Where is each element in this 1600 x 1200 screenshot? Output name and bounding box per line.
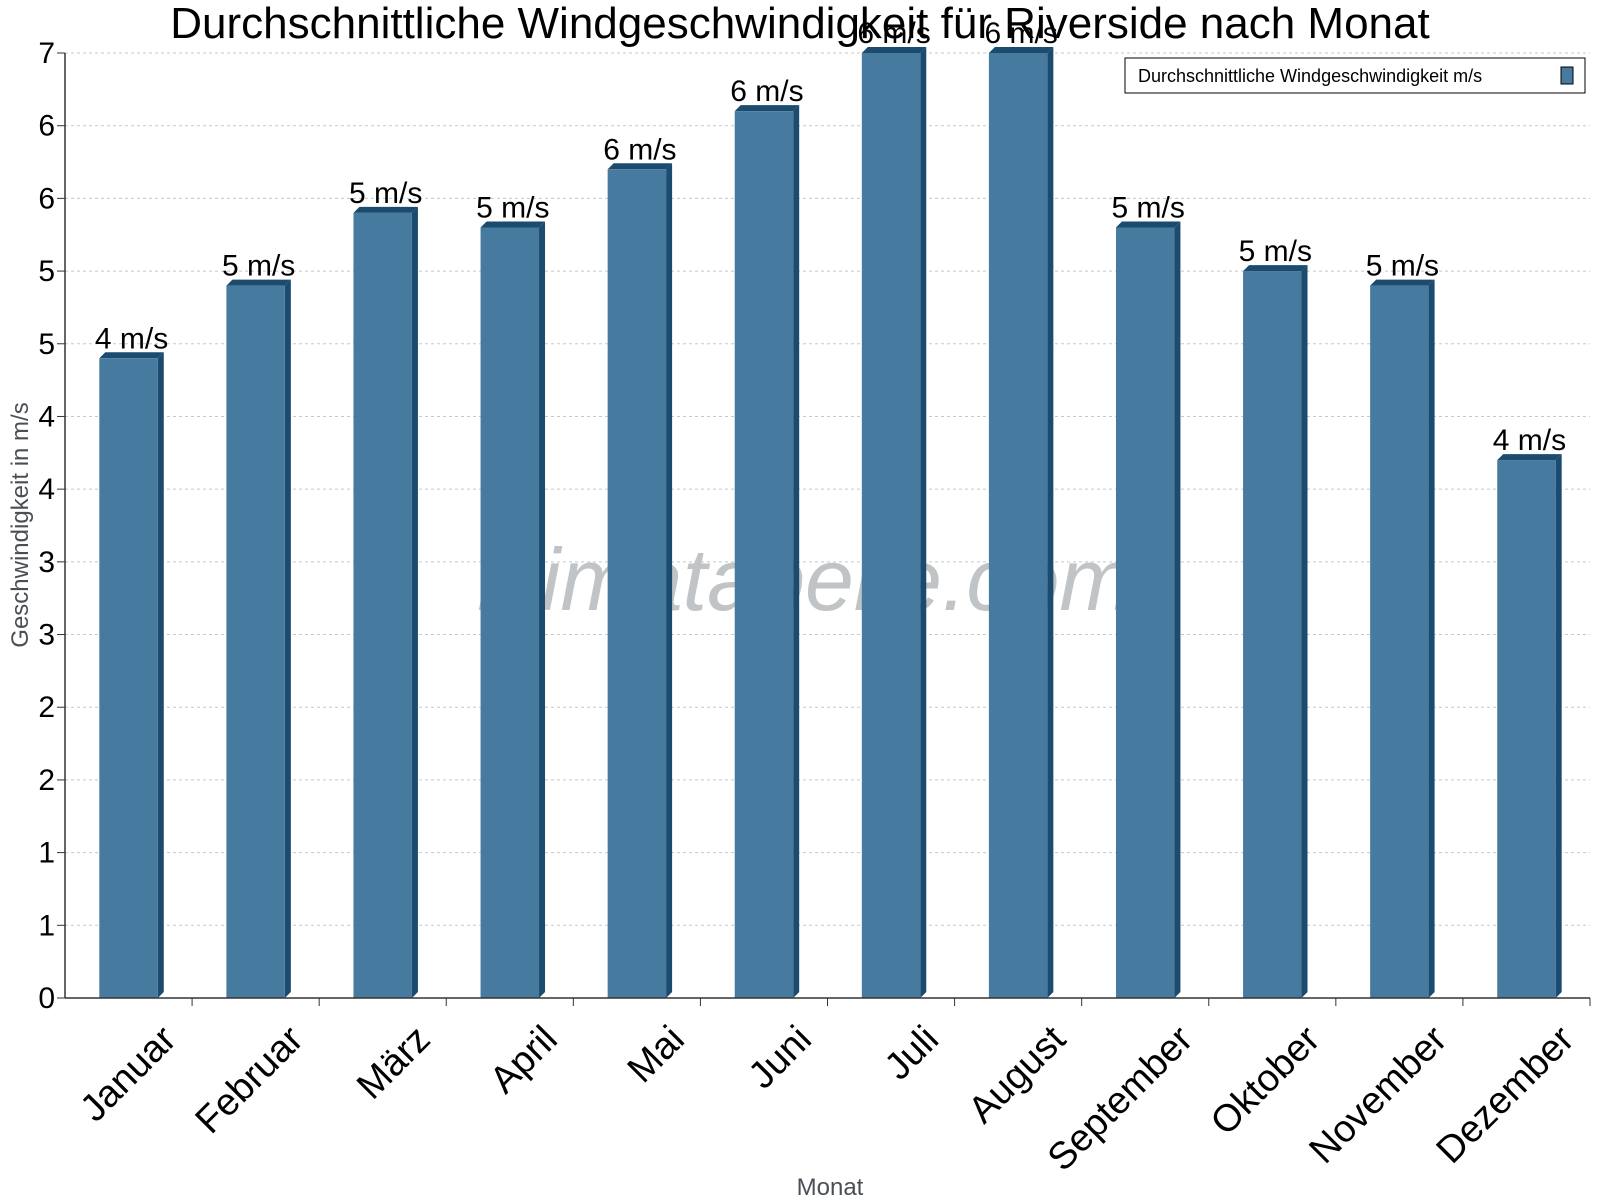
bar [734,111,794,998]
data-label: 5 m/s [1239,235,1312,268]
data-label: 5 m/s [222,250,295,283]
legend-swatch [1560,66,1574,85]
bar-side [1301,265,1308,999]
x-tick-label: Juni [741,1018,820,1097]
legend-box [1124,57,1586,94]
y-tick-label: 0 [38,982,55,1015]
y-tick-label: 3 [38,546,55,579]
data-label: 6 m/s [857,17,930,50]
y-tick-label: 2 [38,764,55,797]
data-label: 6 m/s [984,17,1057,50]
bar-side [920,47,927,998]
bar-side [666,163,673,999]
bar-top [353,206,418,213]
bar [99,358,158,998]
bar [861,53,921,998]
x-tick-label: Juli [877,1018,947,1088]
y-tick-label: 7 [38,37,55,70]
y-tick-label: 1 [38,837,55,870]
bar-top [988,47,1054,53]
bar [226,285,285,999]
bar [1115,227,1175,998]
data-label: 4 m/s [95,322,168,355]
x-tick-label: März [349,1018,438,1107]
data-label: 5 m/s [349,177,422,210]
y-tick-label: 4 [38,400,55,433]
x-tick-label: November [1302,1018,1456,1172]
y-tick-label: 5 [38,255,55,288]
bar-top [1370,279,1435,286]
bar-side [1174,221,1181,998]
y-tick-label: 4 [38,473,55,506]
data-label: 6 m/s [603,133,676,166]
bar-top [734,105,800,112]
bar [480,227,540,998]
legend: Durchschnittliche Windgeschwindigkeit m/… [1124,57,1586,94]
bar-side [1047,47,1054,998]
chart-title: Durchschnittliche Windgeschwindigkeit fü… [170,0,1430,48]
y-tick-label: 5 [38,328,55,361]
x-tick-label: April [482,1018,565,1101]
data-label: 4 m/s [1493,424,1566,457]
x-tick-label: Januar [73,1018,185,1130]
gridlines [65,52,1590,926]
legend-label: Durchschnittliche Windgeschwindigkeit m/… [1138,66,1482,86]
data-label: 5 m/s [476,191,549,224]
bar-top [226,279,291,286]
y-tick-label: 2 [38,691,55,724]
x-tick-label: Mai [620,1018,693,1091]
bar-top [607,163,673,170]
bar-top [1497,454,1562,461]
x-tick-label: August [961,1018,1075,1132]
bar [353,212,412,998]
data-labels: 4 m/s 5 m/s 5 m/s 5 m/s 6 m/s 6 m/s 6 m/s 6 m/s… [95,17,1566,457]
bars [99,47,1562,999]
x-tick-label: Dezember [1429,1018,1583,1172]
bar [1243,271,1302,999]
data-label: 5 m/s [1112,191,1185,224]
bar-top [1115,221,1181,228]
y-tick-label: 3 [38,619,55,652]
y-tick-label: 6 [38,110,55,143]
bar-side [157,352,164,998]
bar-top [99,352,164,359]
bar-side [539,221,546,998]
bar-side [793,105,800,998]
bar-top [861,47,927,53]
bar-top [1243,265,1308,272]
bar [1497,460,1556,999]
bar-side [284,279,291,999]
bar-side [411,206,418,998]
bar-side [1555,454,1562,999]
x-tick-label: Oktober [1203,1018,1329,1144]
bar [988,53,1048,998]
data-label: 5 m/s [1366,250,1439,283]
y-tick-label: 1 [38,909,55,942]
y-axis-title: Geschwindigkeit in m/s [7,402,34,647]
x-axis-title: Monat [797,1174,864,1200]
bar [1370,285,1429,999]
bar-top [480,221,546,228]
x-tick-label: Februar [188,1018,312,1142]
bar-side [1428,279,1435,999]
y-tick-label: 6 [38,182,55,215]
bar [607,169,667,999]
data-label: 6 m/s [730,75,803,108]
